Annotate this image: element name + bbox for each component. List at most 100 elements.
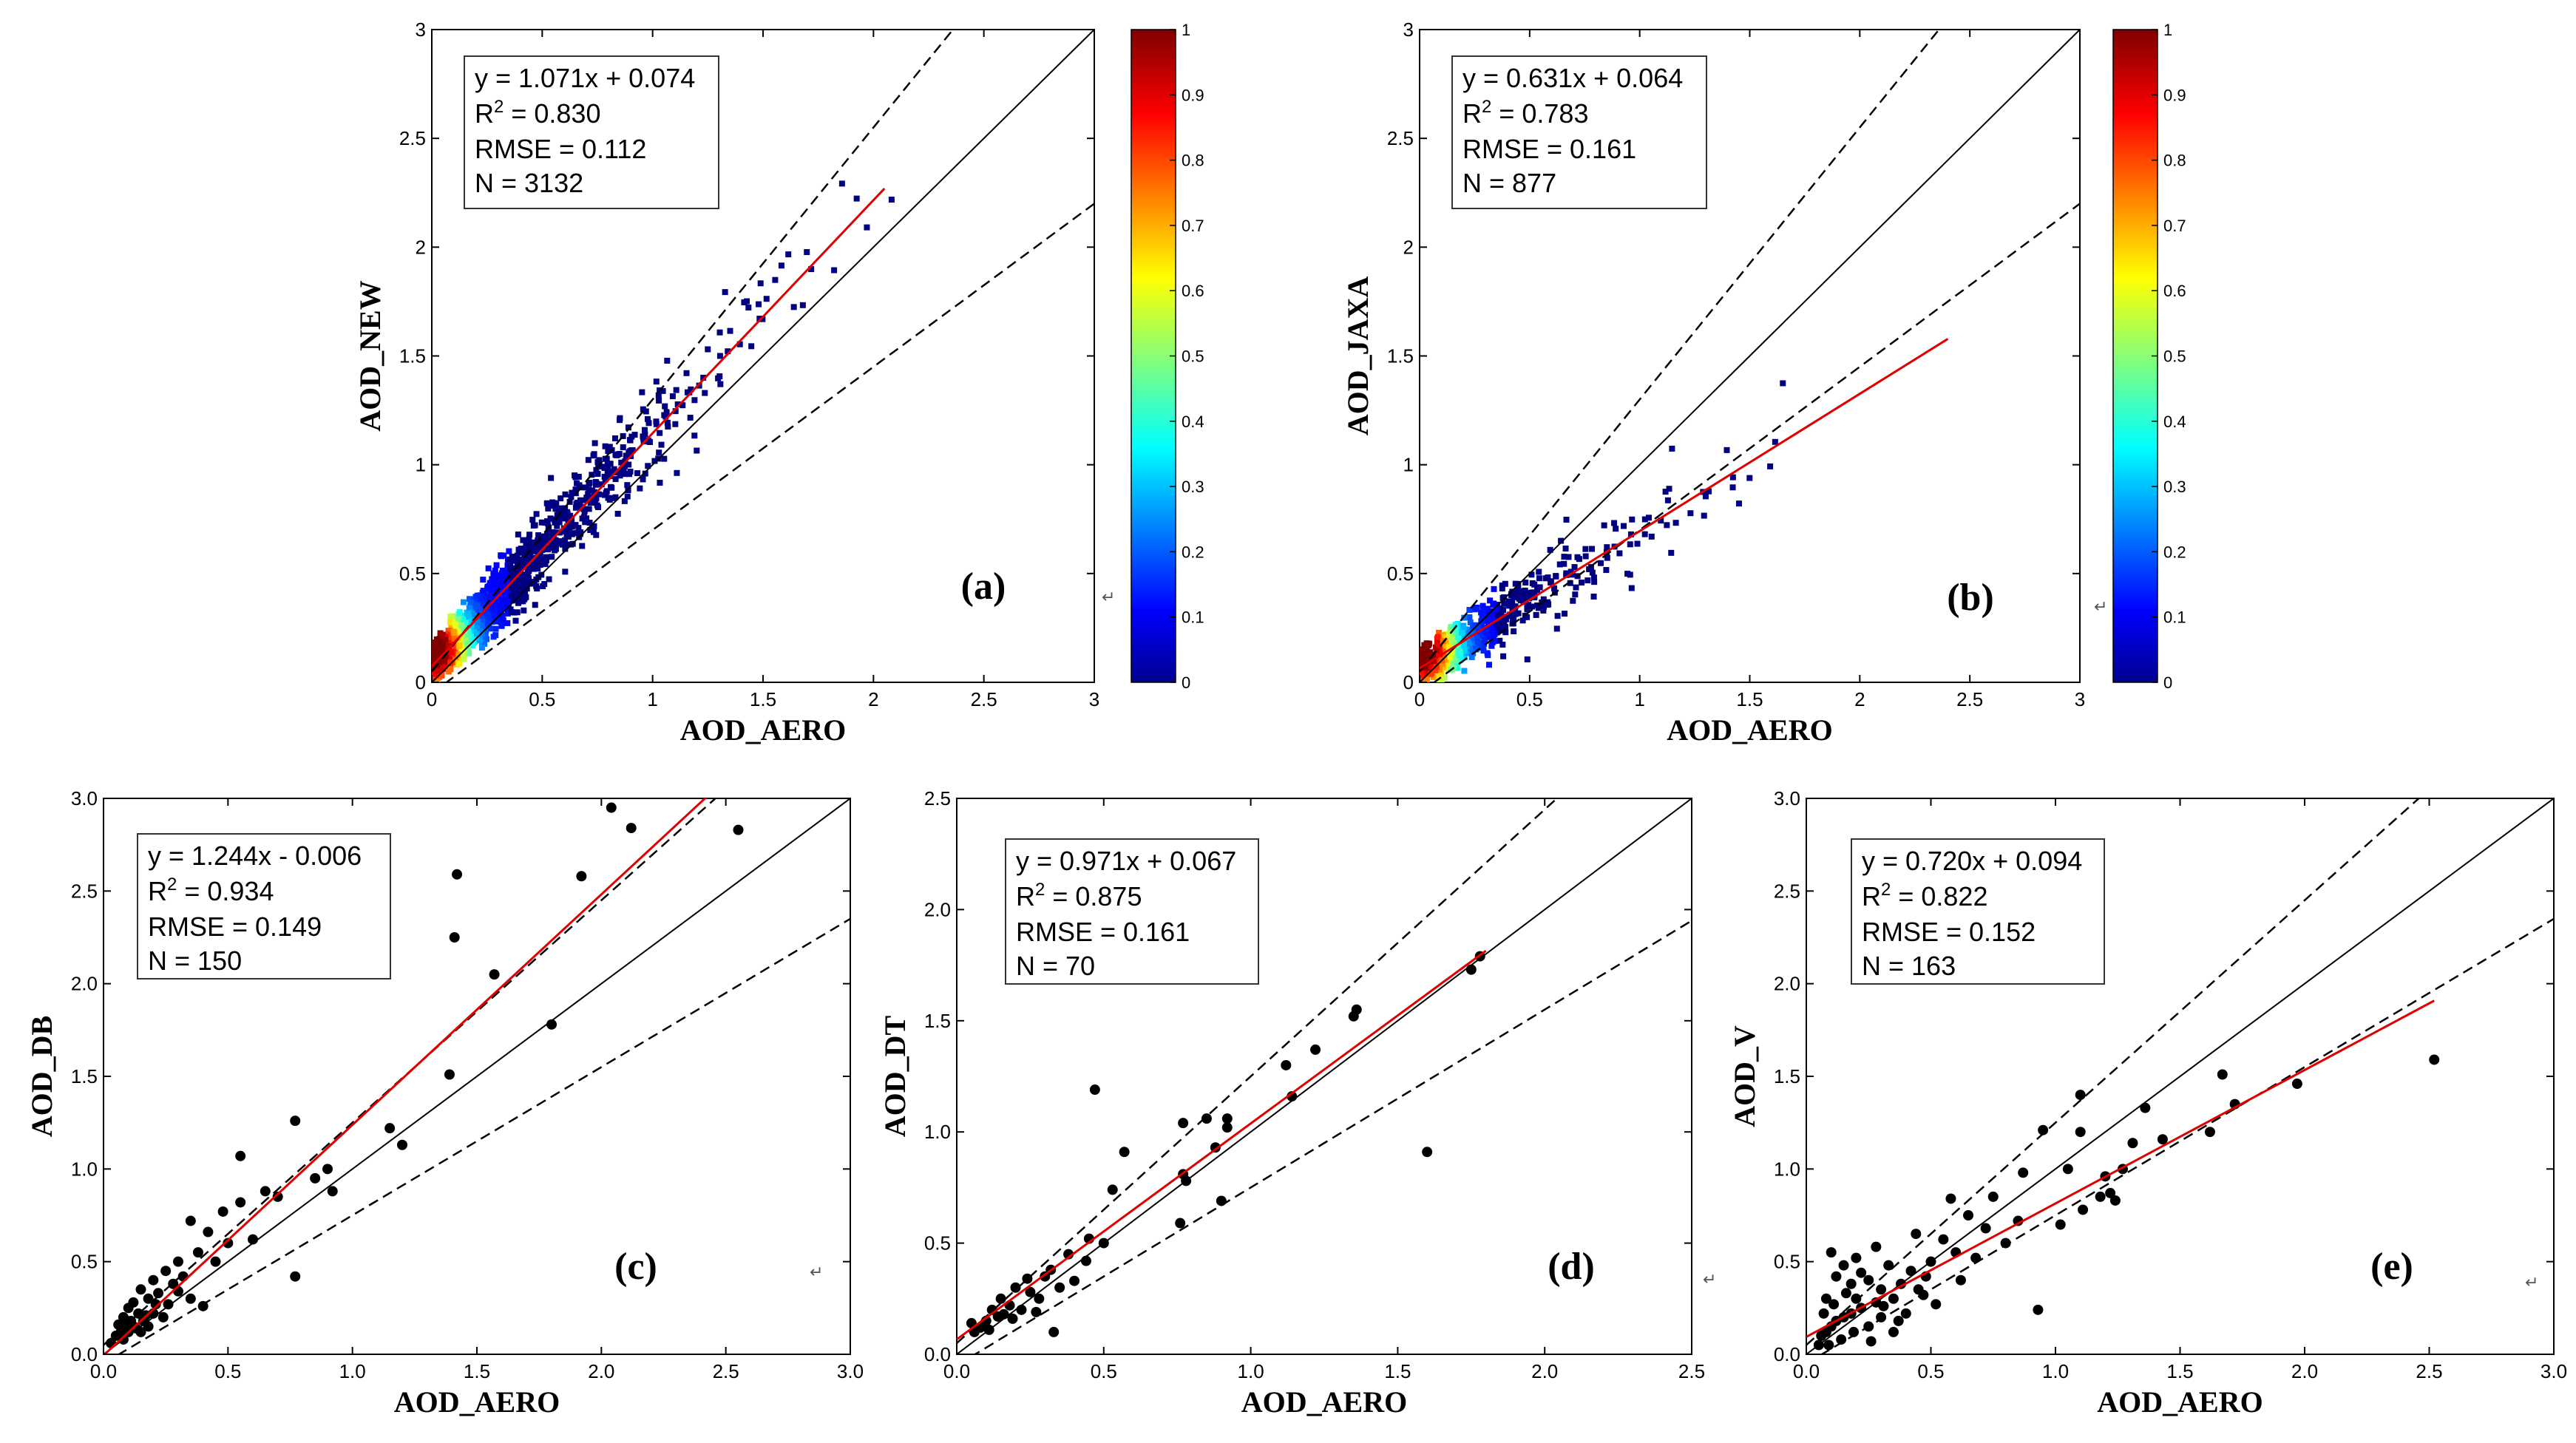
data-point bbox=[1613, 526, 1619, 532]
regression-line bbox=[1806, 999, 2435, 1338]
data-point bbox=[1558, 537, 1565, 544]
colorbar bbox=[1131, 29, 1176, 683]
data-point bbox=[2204, 1127, 2215, 1138]
data-point bbox=[1823, 1340, 1834, 1351]
data-point bbox=[1863, 1274, 1874, 1286]
data-point bbox=[500, 594, 506, 600]
data-point bbox=[1554, 613, 1561, 619]
x-axis-title: AOD_AERO bbox=[2097, 1385, 2263, 1419]
data-point bbox=[1491, 585, 1497, 592]
data-point bbox=[514, 609, 521, 616]
data-point bbox=[572, 530, 579, 537]
y-axis-title: AOD_JAXA bbox=[1341, 276, 1375, 436]
data-point bbox=[515, 549, 522, 555]
data-point bbox=[460, 599, 467, 605]
data-point bbox=[476, 610, 483, 617]
data-point bbox=[617, 469, 624, 476]
y-tick-label: 0.5 bbox=[1387, 563, 1414, 585]
data-point bbox=[1444, 659, 1451, 666]
data-point bbox=[545, 505, 552, 512]
r-value: = 0.830 bbox=[504, 98, 600, 129]
data-point bbox=[1481, 641, 1488, 648]
data-point bbox=[1911, 1229, 1922, 1240]
data-point bbox=[1473, 645, 1479, 651]
data-point bbox=[1454, 663, 1460, 670]
data-point bbox=[456, 660, 463, 667]
colorbar-tick-label: 0.8 bbox=[1182, 152, 1204, 170]
data-point bbox=[1556, 561, 1563, 568]
y-tick-label: 0.0 bbox=[71, 1343, 98, 1365]
data-point bbox=[662, 403, 668, 410]
data-point bbox=[1826, 1247, 1837, 1258]
data-point bbox=[605, 495, 611, 501]
x-tick-label: 2.0 bbox=[2291, 1360, 2318, 1382]
data-point bbox=[1482, 636, 1488, 643]
data-point bbox=[1601, 522, 1607, 529]
data-point bbox=[272, 1191, 283, 1202]
return-mark: ↵ bbox=[2525, 1273, 2538, 1291]
data-point bbox=[495, 618, 502, 625]
data-point bbox=[1178, 1118, 1189, 1129]
data-point bbox=[592, 481, 599, 488]
data-point bbox=[1430, 655, 1437, 662]
data-point bbox=[1512, 608, 1519, 615]
data-point bbox=[1489, 625, 1496, 631]
data-point bbox=[123, 1303, 134, 1314]
data-point bbox=[1574, 554, 1581, 560]
data-point bbox=[1462, 635, 1468, 642]
one-to-one-line bbox=[1806, 798, 2554, 1354]
data-point bbox=[1528, 571, 1535, 578]
data-point bbox=[504, 619, 511, 626]
data-point bbox=[629, 447, 636, 453]
data-point bbox=[1838, 1260, 1849, 1271]
data-point bbox=[1526, 595, 1533, 602]
data-point bbox=[514, 582, 521, 588]
regression-equation: y = 1.244x - 0.006 bbox=[148, 841, 362, 871]
regression-line bbox=[104, 798, 707, 1354]
data-point bbox=[1780, 380, 1786, 387]
regression-equation: y = 0.720x + 0.094 bbox=[1862, 846, 2082, 876]
data-point bbox=[436, 636, 443, 642]
data-point bbox=[1604, 544, 1610, 551]
data-point bbox=[1472, 622, 1479, 628]
return-mark: ↵ bbox=[2094, 597, 2107, 616]
data-point bbox=[722, 289, 728, 296]
r-superscript: 2 bbox=[494, 97, 504, 117]
data-point bbox=[160, 1266, 172, 1277]
data-point bbox=[562, 537, 569, 543]
data-point bbox=[1570, 597, 1576, 604]
data-point bbox=[1456, 657, 1462, 664]
colorbar-tick-label: 0.8 bbox=[2163, 152, 2186, 170]
data-point bbox=[1573, 584, 1579, 591]
colorbar-tick-label: 0.4 bbox=[1182, 412, 1204, 431]
data-point bbox=[509, 567, 515, 574]
data-point bbox=[1669, 445, 1675, 452]
colorbar-tick-label: 0.7 bbox=[1182, 217, 1204, 235]
data-point bbox=[1468, 645, 1474, 652]
data-point bbox=[451, 636, 458, 642]
data-point bbox=[523, 594, 529, 600]
data-point bbox=[1221, 1122, 1233, 1133]
data-point bbox=[479, 595, 486, 602]
data-point bbox=[679, 402, 686, 409]
data-point bbox=[1034, 1293, 1045, 1304]
y-tick-label: 0 bbox=[1403, 671, 1414, 693]
data-point bbox=[1553, 573, 1559, 580]
data-point bbox=[520, 580, 526, 586]
data-point bbox=[621, 498, 628, 504]
x-tick-label: 1.0 bbox=[1238, 1360, 1264, 1382]
data-point bbox=[448, 634, 455, 640]
data-point bbox=[2217, 1069, 2228, 1080]
data-point bbox=[441, 657, 448, 664]
x-tick-label: 1 bbox=[647, 688, 657, 710]
data-point bbox=[457, 630, 464, 636]
data-point bbox=[502, 571, 509, 577]
x-tick-label: 1.5 bbox=[750, 688, 776, 710]
data-point bbox=[1461, 654, 1468, 661]
colorbar-tick-label: 0.3 bbox=[2163, 478, 2186, 496]
stats-box bbox=[1851, 838, 2105, 985]
data-point bbox=[512, 557, 518, 563]
data-point bbox=[799, 302, 806, 308]
data-point bbox=[716, 353, 723, 359]
panel-label: (c) bbox=[614, 1246, 657, 1288]
